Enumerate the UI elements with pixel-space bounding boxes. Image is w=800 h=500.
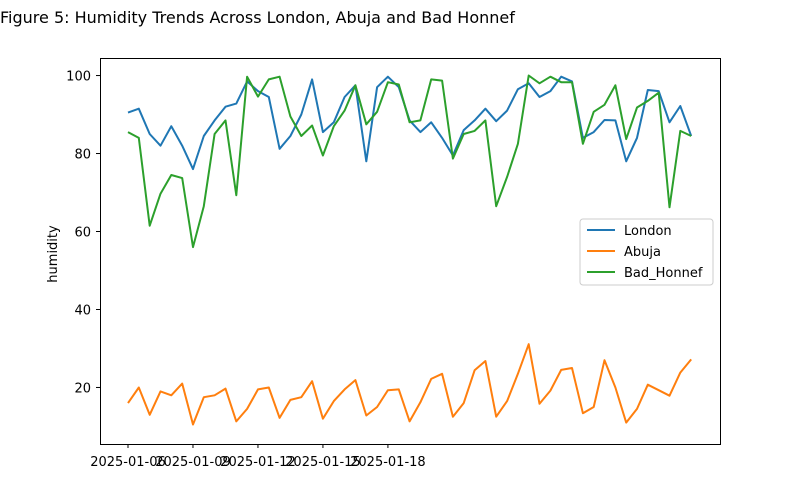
y-axis: 20 40 60 80 100 [66, 70, 100, 396]
series-line-bad-honnef [127, 74, 692, 249]
x-tick-label: 2025-01-12 [220, 455, 296, 470]
plot-frame [100, 58, 721, 445]
x-tick-label: 2025-01-09 [155, 455, 231, 470]
x-tick-label: 2025-01-06 [90, 455, 166, 470]
x-tick-label: 2025-01-15 [285, 455, 361, 470]
y-axis-label: humidity [46, 225, 61, 283]
legend-label-london: London [624, 224, 672, 239]
x-axis: 2025-01-062025-01-092025-01-122025-01-15… [90, 444, 426, 470]
y-tick-label: 20 [74, 381, 91, 396]
chart-title: Figure 5: Humidity Trends Across London,… [0, 8, 515, 27]
y-tick-label: 60 [74, 226, 91, 241]
legend-box [579, 218, 714, 286]
y-tick-label: 80 [74, 148, 91, 163]
legend-label-abuja: Abuja [624, 245, 661, 260]
y-tick-label: 100 [66, 70, 91, 85]
x-tick-label: 2025-01-18 [350, 455, 426, 470]
legend-label-bad-honnef: Bad_Honnef [624, 266, 703, 281]
legend: London Abuja Bad_Honnef [579, 218, 714, 286]
y-tick-label: 40 [74, 303, 91, 318]
series-line-abuja [127, 343, 692, 426]
series-layer [127, 74, 693, 426]
